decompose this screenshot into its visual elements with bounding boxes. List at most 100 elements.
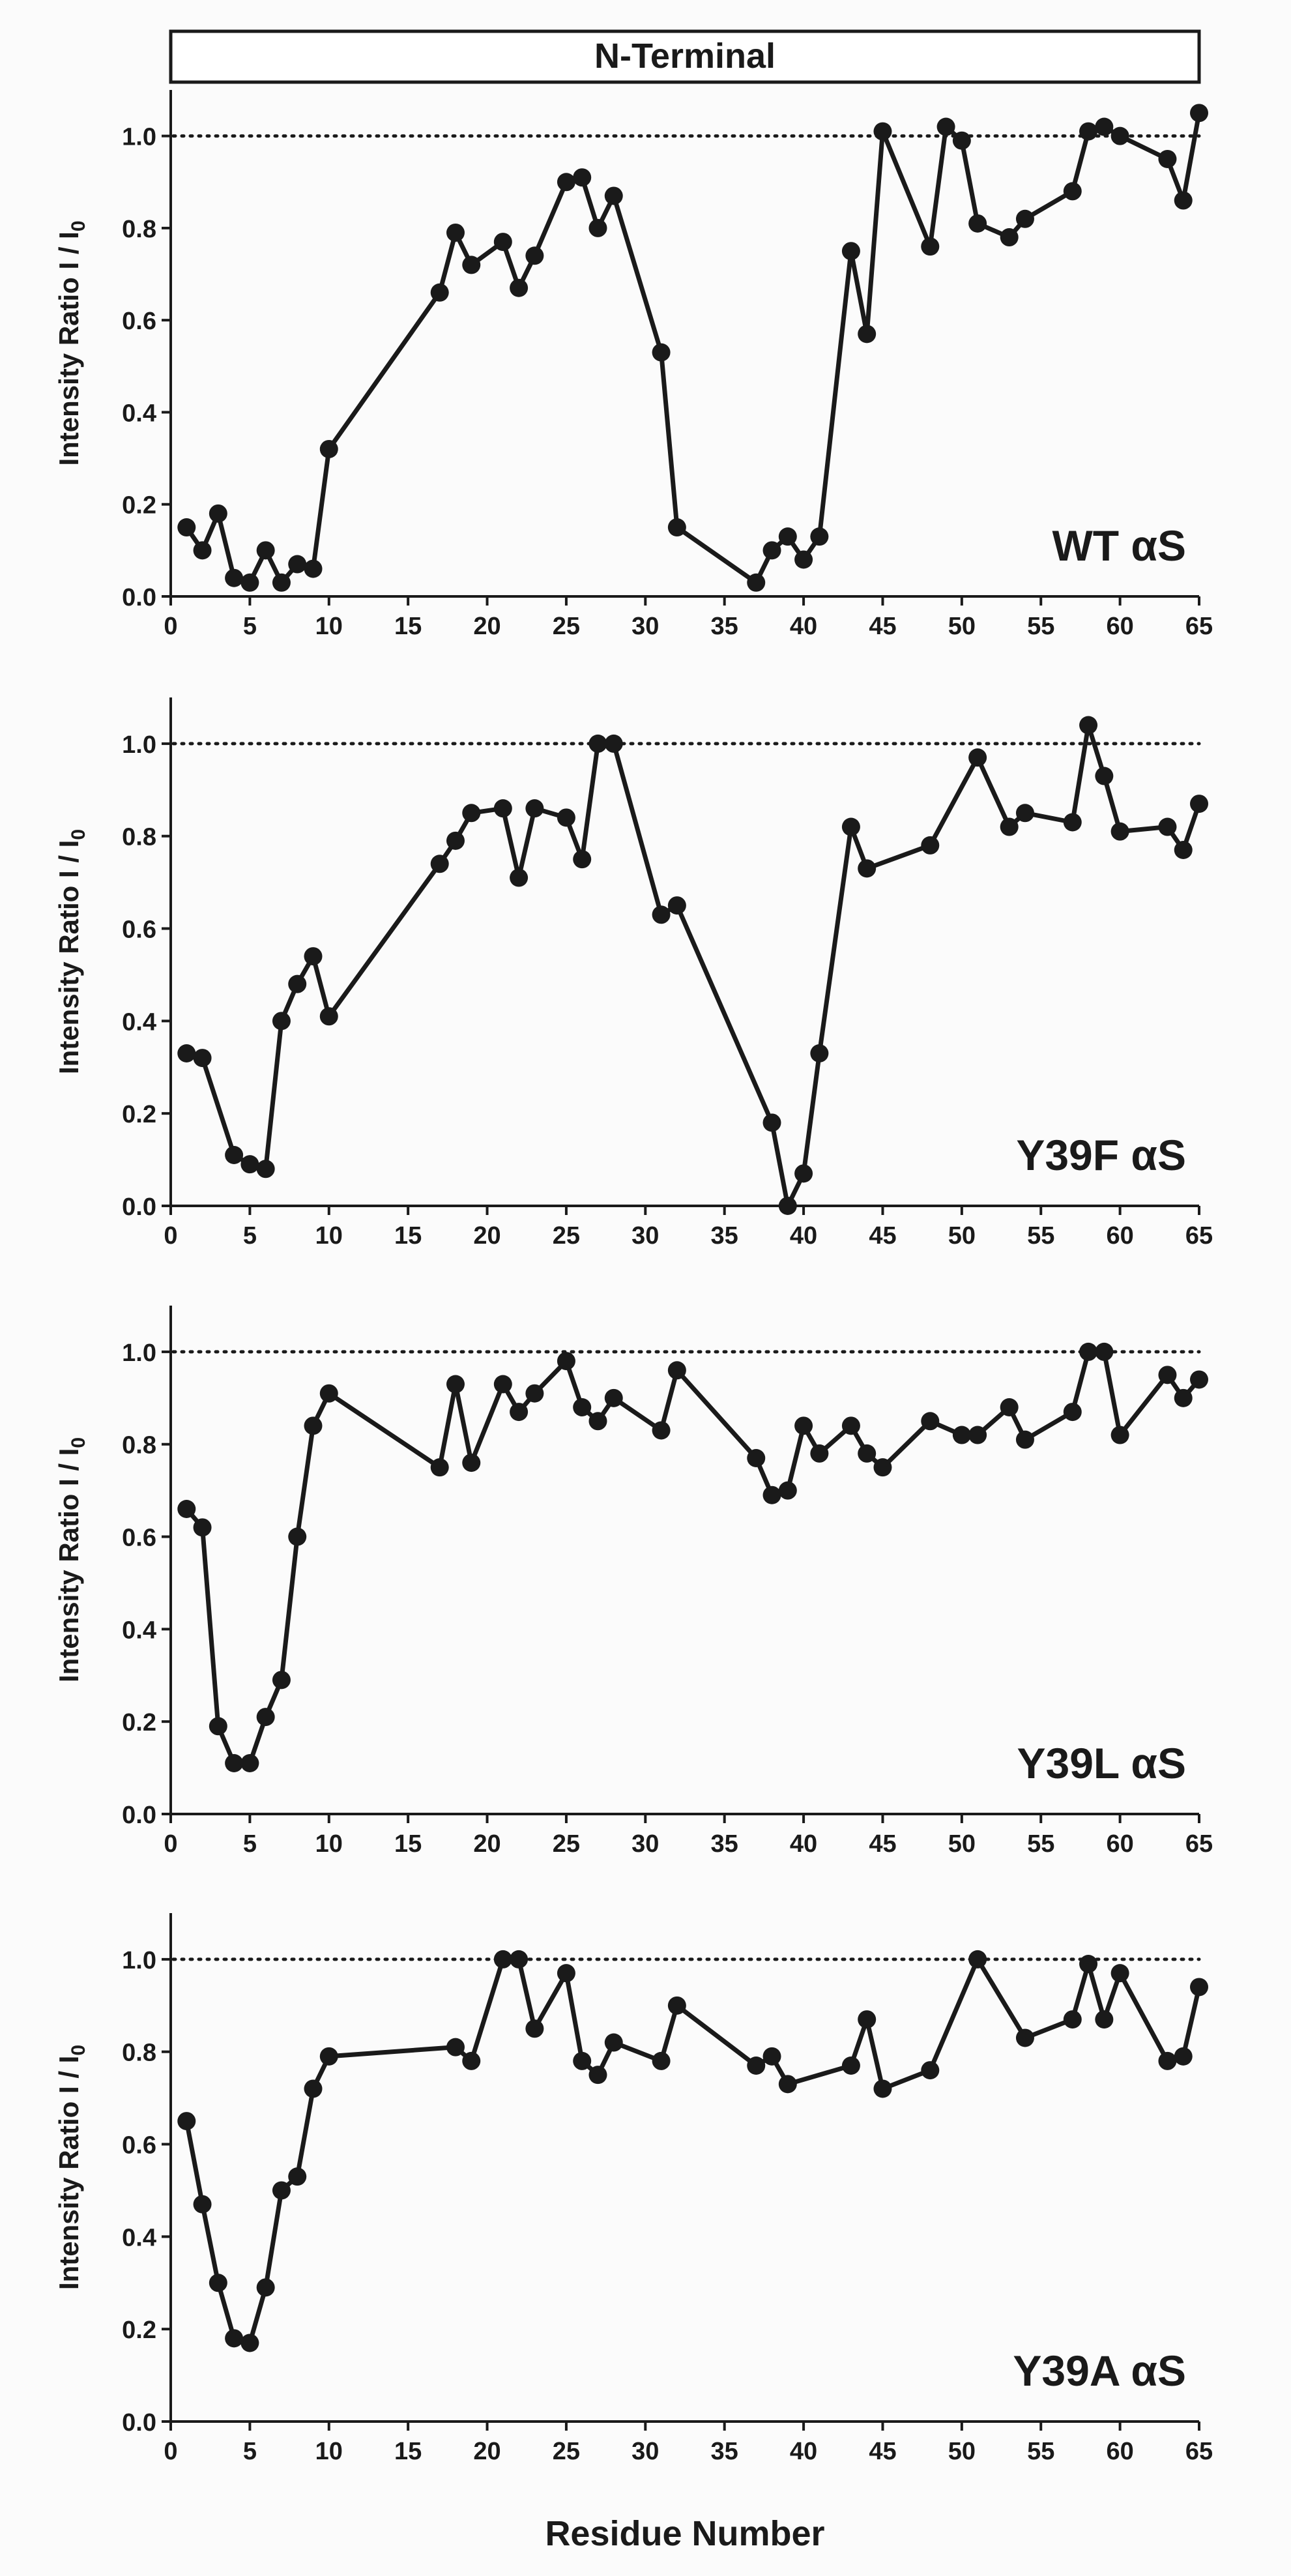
y-axis-label-main: Intensity Ratio I / I (53, 2056, 84, 2290)
data-point (747, 2056, 766, 2075)
y-tick-label: 0.4 (122, 2224, 156, 2251)
data-point (573, 850, 592, 869)
data-point (193, 1049, 212, 1068)
data-point (858, 2010, 877, 2029)
x-tick-label: 15 (394, 1830, 422, 1858)
data-point (588, 2066, 607, 2085)
x-tick-label: 50 (948, 2438, 976, 2465)
x-tick-label: 55 (1027, 613, 1054, 640)
x-tick-label: 55 (1027, 1830, 1054, 1858)
data-point (778, 1481, 797, 1500)
x-tick-label: 20 (473, 1830, 500, 1858)
data-point (1000, 817, 1019, 836)
data-point (1063, 813, 1082, 832)
data-point (256, 2278, 275, 2297)
data-point (1158, 2051, 1177, 2070)
data-point (778, 1197, 797, 1215)
x-tick-label: 10 (315, 2438, 343, 2465)
x-tick-label: 65 (1185, 1830, 1213, 1858)
data-point (272, 1012, 291, 1031)
data-point (304, 1416, 323, 1435)
data-point (747, 573, 766, 592)
data-point (1063, 2010, 1082, 2029)
data-point (921, 1412, 940, 1431)
y-axis-label-main: Intensity Ratio I / I (53, 840, 84, 1074)
data-point (1015, 2028, 1034, 2047)
data-point (921, 836, 940, 855)
data-point (525, 2019, 544, 2038)
x-tick-label: 10 (315, 613, 343, 640)
data-point (288, 1527, 307, 1546)
data-point (288, 974, 307, 993)
x-tick-label: 0 (164, 613, 177, 640)
data-point (1158, 817, 1177, 836)
y-tick-label: 0.0 (122, 2409, 156, 2437)
y-tick-label: 0.0 (122, 584, 156, 611)
data-point (1079, 122, 1098, 141)
data-point (177, 1044, 196, 1062)
y-axis-label-main: Intensity Ratio I / I (53, 1448, 84, 1682)
data-point (968, 1426, 987, 1444)
data-point (604, 1388, 623, 1407)
data-point (873, 1458, 892, 1477)
data-point (193, 541, 212, 560)
n-terminal-header: N-Terminal (169, 29, 1201, 84)
y-axis-label: Intensity Ratio I / I0 (53, 1437, 89, 1682)
data-point (604, 186, 623, 205)
y-axis-label-subscript: 0 (68, 220, 89, 231)
x-tick-label: 55 (1027, 1222, 1054, 1250)
data-point (193, 2195, 212, 2214)
data-point (667, 1996, 686, 2015)
y-tick-label: 1.0 (122, 731, 156, 759)
data-point (256, 541, 275, 560)
data-point (193, 1518, 212, 1537)
data-point (430, 283, 449, 302)
data-point (493, 1375, 512, 1394)
x-tick-label: 25 (553, 613, 580, 640)
data-point (177, 518, 196, 537)
n-terminal-header-label: N-Terminal (594, 37, 776, 76)
panel-title: Y39L αS (1017, 1739, 1187, 1787)
data-point (1174, 1388, 1193, 1407)
data-point (1095, 2010, 1114, 2029)
data-point (256, 1160, 275, 1178)
data-point (921, 237, 940, 256)
panel-title: Y39F αS (1016, 1131, 1186, 1179)
x-tick-label: 35 (711, 613, 738, 640)
x-tick-label: 40 (790, 613, 817, 640)
y-axis-label-main: Intensity Ratio I / I (53, 231, 84, 465)
y-tick-label: 0.4 (122, 1008, 156, 1036)
x-tick-label: 10 (315, 1830, 343, 1858)
data-point (1095, 767, 1114, 785)
x-tick-label: 35 (711, 1222, 738, 1250)
data-point (225, 1754, 244, 1772)
panel-title: WT αS (1052, 521, 1186, 570)
data-point (225, 2329, 244, 2348)
data-point (1110, 1426, 1129, 1444)
x-tick-label: 0 (164, 2438, 177, 2465)
y-tick-label: 1.0 (122, 124, 156, 151)
data-point (557, 1352, 575, 1371)
data-point (652, 343, 671, 362)
x-tick-label: 30 (631, 613, 659, 640)
data-point (841, 242, 860, 261)
y-tick-label: 0.8 (122, 824, 156, 851)
data-point (209, 2274, 227, 2292)
x-tick-label: 65 (1185, 613, 1213, 640)
panel-title: Y39A αS (1013, 2347, 1186, 2395)
data-point (1190, 104, 1208, 123)
panel-2: 0.0 0.2 0.4 0.6 0.8 1.0 0 5 10 15 20 25 30 35 40 45 50 55… (53, 697, 1213, 1250)
x-tick-label: 15 (394, 613, 422, 640)
data-point (810, 1444, 829, 1463)
x-tick-label: 30 (631, 1830, 659, 1858)
y-tick-label: 1.0 (122, 1947, 156, 1974)
data-point (1063, 1403, 1082, 1422)
data-point (952, 131, 971, 150)
y-tick-label: 0.6 (122, 2132, 156, 2159)
x-tick-label: 60 (1106, 613, 1133, 640)
data-point (1158, 149, 1177, 168)
data-point (968, 214, 987, 233)
x-tick-label: 65 (1185, 2438, 1213, 2465)
data-point (525, 246, 544, 265)
